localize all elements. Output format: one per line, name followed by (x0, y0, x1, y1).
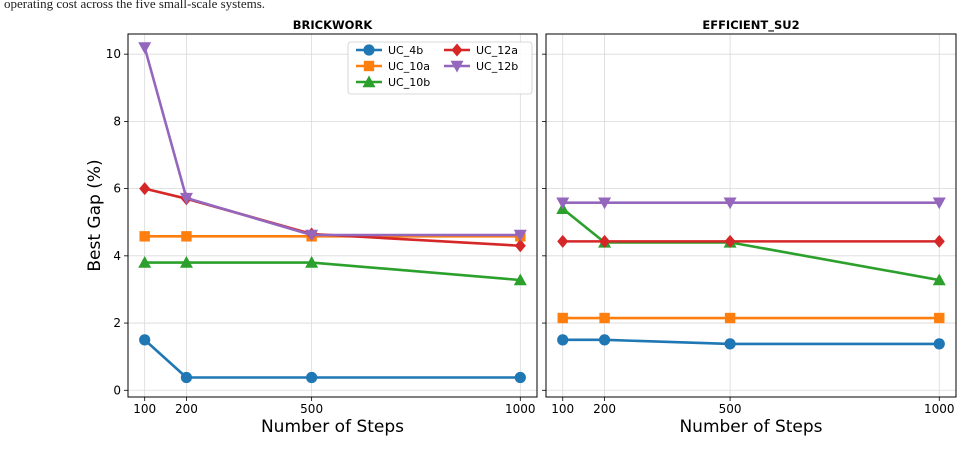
series-line (143, 47, 521, 237)
data-point (933, 234, 945, 248)
y-tick-label: 4 (113, 249, 121, 263)
data-point (724, 312, 736, 324)
data-point (139, 182, 151, 196)
x-axis-label: Number of Steps (679, 417, 822, 437)
data-point (305, 229, 319, 242)
data-point (179, 256, 193, 268)
panel-2 (542, 33, 957, 401)
series-uc-12a (557, 234, 945, 248)
data-point (723, 197, 737, 210)
data-point (556, 197, 570, 210)
data-point (932, 273, 946, 286)
data-point (139, 231, 150, 242)
panel-title: BRICKWORK (293, 18, 374, 32)
series-uc-12a (139, 182, 526, 253)
data-point (598, 197, 612, 210)
series-line (561, 207, 940, 282)
series-uc-10a (557, 312, 945, 324)
panel-title: EFFICIENT_SU2 (702, 18, 799, 33)
legend-marker (451, 43, 463, 57)
data-point (514, 371, 526, 384)
legend-item (444, 43, 470, 57)
data-point (513, 229, 527, 242)
y-axis-label: Best Gap (%) (85, 159, 105, 271)
data-point (932, 197, 946, 210)
series-line (143, 338, 521, 379)
legend-item (356, 60, 382, 72)
data-point (557, 234, 569, 248)
data-point (724, 338, 736, 350)
x-tick-label: 100 (133, 402, 156, 416)
legend-item (356, 44, 382, 56)
data-point (514, 239, 526, 253)
x-tick-label: 1000 (924, 402, 955, 416)
plot-frame (545, 33, 957, 398)
y-tick-label: 8 (113, 114, 121, 128)
x-axis-label: Number of Steps (261, 417, 404, 437)
legend-label: UC_12b (476, 60, 518, 73)
data-point (138, 256, 152, 268)
data-point (305, 256, 319, 268)
figure-caption: operating cost across the five small-sca… (4, 0, 266, 11)
series-line (562, 338, 940, 346)
data-point (180, 371, 193, 384)
panel-1 (124, 33, 538, 401)
series-uc-4b (139, 334, 526, 384)
series-uc-10b (556, 202, 946, 286)
y-tick-label: 0 (113, 383, 121, 397)
plot-frame (127, 33, 538, 398)
series-uc-10b (138, 256, 527, 286)
series-line (144, 261, 521, 282)
y-tick-label: 2 (113, 316, 121, 330)
data-point (139, 334, 151, 346)
data-point (138, 42, 152, 54)
y-tick-label: 10 (106, 47, 121, 61)
data-point (513, 273, 527, 286)
data-point (306, 371, 318, 384)
legend-label: UC_4b (388, 44, 423, 57)
legend-item (444, 60, 470, 73)
x-tick-label: 200 (175, 402, 198, 416)
legend-marker (363, 60, 375, 72)
data-point (598, 334, 611, 346)
legend-marker (450, 60, 464, 73)
data-point (179, 192, 193, 205)
data-point (724, 234, 736, 248)
x-tick-label: 1000 (505, 402, 536, 416)
legend-marker (362, 75, 376, 88)
x-tick-label: 500 (300, 402, 323, 416)
data-point (181, 231, 192, 242)
x-tick-label: 500 (719, 402, 742, 416)
series-uc-4b (557, 334, 945, 350)
data-point (557, 334, 569, 346)
legend-marker (363, 44, 375, 56)
series-uc-12b (556, 197, 946, 210)
data-point (934, 312, 945, 324)
legend-label: UC_10b (388, 76, 430, 89)
legend-item (356, 75, 382, 88)
series-uc-12b (138, 42, 527, 242)
x-tick-label: 200 (593, 402, 616, 416)
y-tick-label: 6 (113, 182, 121, 196)
legend-label: UC_10a (388, 60, 430, 73)
data-point (933, 338, 945, 350)
legend-label: UC_12a (476, 44, 518, 57)
x-tick-label: 100 (551, 402, 574, 416)
legend (347, 41, 533, 95)
data-point (599, 312, 610, 324)
data-point (557, 312, 568, 324)
data-point (599, 234, 611, 248)
legend-box (347, 41, 533, 95)
